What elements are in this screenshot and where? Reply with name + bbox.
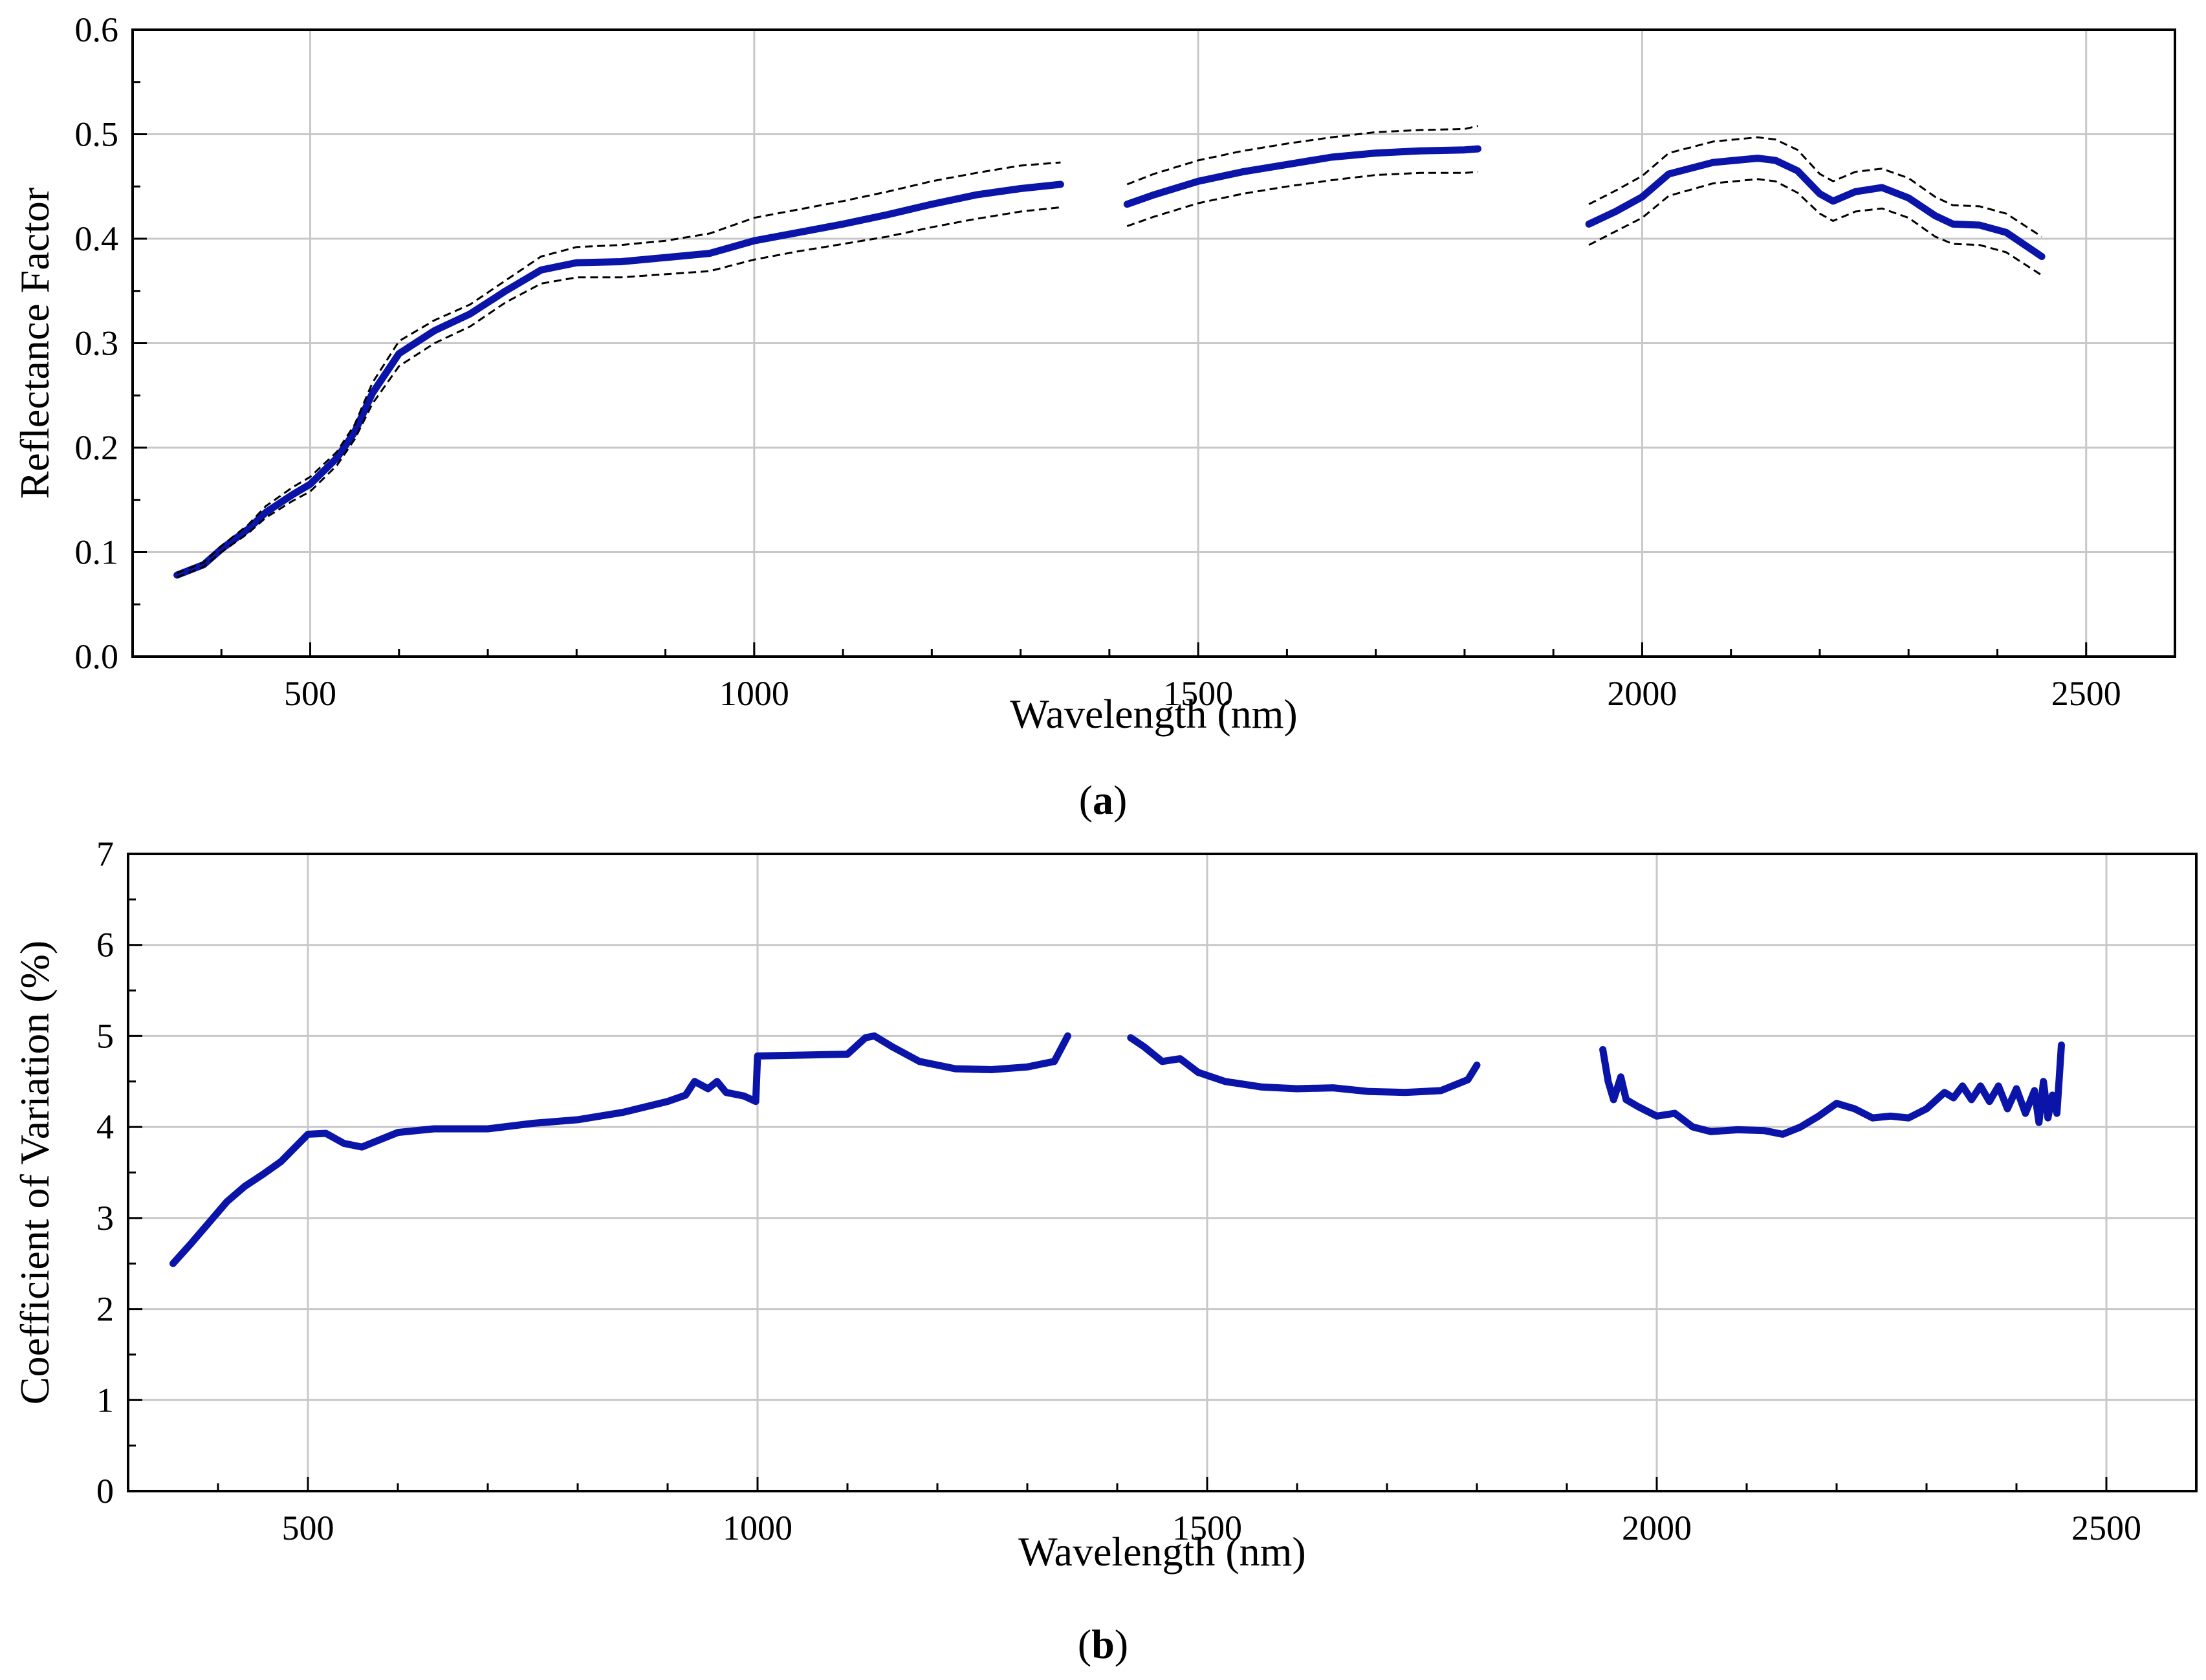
caption-a-letter: a: [1093, 777, 1113, 823]
caption-b-letter: b: [1091, 1621, 1115, 1667]
chart-a-xtick-label-0: 500: [284, 674, 336, 713]
chart-a-series-1-segment-2: [1588, 136, 2042, 238]
chart-a-ytick-label-2: 0.2: [75, 428, 119, 467]
chart-b-ytick-label-3: 3: [96, 1199, 114, 1238]
chart-a-ylabel: Reflectance Factor: [12, 188, 58, 499]
chart-a-series-2-segment-2: [1588, 178, 2042, 276]
chart-b-xlabel: Wavelength (nm): [1018, 1529, 1305, 1575]
chart-b-ytick-label-1: 1: [96, 1380, 114, 1419]
chart-b-ytick-label-6: 6: [96, 926, 114, 965]
chart-a-ytick-label-3: 0.3: [75, 324, 119, 363]
chart-a-xtick-label-2: 1500: [1163, 674, 1233, 713]
chart-a-series-2-segment-1: [1126, 171, 1478, 228]
chart-b: 500 1000 1500 2000 2500 0 1 2 3 4 5 6 7 Wavelength (n…: [12, 835, 2198, 1575]
chart-a-ytick-label-4: 0.4: [75, 219, 119, 258]
chart-b-ytick-label-7: 7: [96, 835, 114, 873]
chart-a-xtick-label-4: 2500: [2051, 674, 2121, 713]
chart-a-xtick-label-3: 2000: [1607, 674, 1677, 713]
chart-b-xtick-label-4: 2500: [2071, 1509, 2141, 1547]
chart-a-xtick-label-1: 1000: [719, 674, 789, 713]
chart-b-series-0-segment-0: [169, 1032, 1071, 1267]
chart-b-ytick-label-5: 5: [96, 1016, 114, 1055]
chart-b-xtick-label-1: 1000: [723, 1509, 792, 1547]
chart-a-series-1-segment-1: [1126, 125, 1478, 186]
chart-b-ytick-label-4: 4: [96, 1107, 114, 1146]
chart-b-series-0-segment-2: [1599, 1042, 2065, 1138]
chart-b-series-0-segment-1: [1127, 1034, 1481, 1096]
caption-a-open: (: [1078, 777, 1093, 823]
chart-b-ylabel: Coefficient of Variation (%): [12, 941, 58, 1404]
chart-a-frame: [131, 28, 2176, 658]
chart-a-ytick-label-5: 0.5: [75, 115, 119, 154]
chart-a-ytick-label-1: 0.1: [75, 533, 119, 572]
chart-b-xtick-label-3: 2000: [1622, 1509, 1692, 1547]
caption-b: (b): [0, 1620, 2206, 1668]
chart-a: 500 1000 1500 2000 2500 0.0 0.1 0.2 0.3 0.4 0.5 0.6…: [12, 10, 2176, 737]
caption-b-open: (: [1077, 1621, 1092, 1667]
caption-b-close: ): [1114, 1621, 1129, 1667]
chart-a-ytick-label-6: 0.6: [75, 10, 119, 49]
chart-b-frame: [127, 853, 2198, 1492]
chart-b-xtick-label-2: 1500: [1172, 1509, 1242, 1547]
chart-b-ytick-label-2: 2: [96, 1290, 114, 1329]
caption-a: (a): [0, 776, 2206, 824]
chart-a-series-0-segment-1: [1123, 145, 1481, 208]
chart-a-series-2-segment-0: [177, 206, 1061, 578]
chart-b-ytick-label-0: 0: [96, 1472, 114, 1511]
caption-a-close: ): [1113, 777, 1128, 823]
chart-a-ytick-label-0: 0.0: [75, 637, 119, 676]
chart-a-xlabel: Wavelength (nm): [1010, 691, 1297, 737]
chart-a-series-1-segment-0: [177, 161, 1061, 574]
chart-a-series-0-segment-0: [173, 180, 1064, 579]
chart-a-series-0-segment-2: [1585, 155, 2046, 260]
chart-b-xtick-label-0: 500: [282, 1509, 334, 1547]
